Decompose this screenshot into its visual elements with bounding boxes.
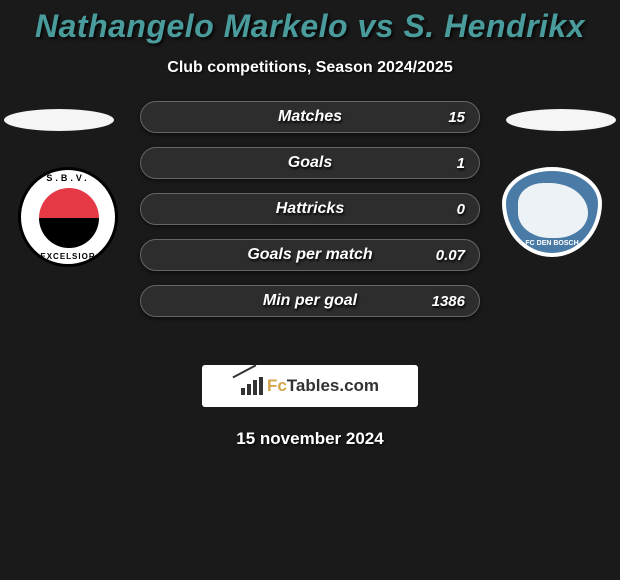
stat-label: Min per goal: [263, 292, 357, 310]
brand-chart-icon: [241, 377, 263, 395]
main-area: S.B.V. EXCELSIOR FC DEN BOSCH Matches 15…: [0, 115, 620, 345]
excelsior-bottom-text: EXCELSIOR: [21, 252, 115, 261]
denbosch-label: FC DEN BOSCH: [506, 240, 598, 247]
club-badge-right: FC DEN BOSCH: [502, 167, 602, 267]
player-avatar-left: [4, 109, 114, 131]
subtitle: Club competitions, Season 2024/2025: [0, 59, 620, 77]
comparison-card: Nathangelo Markelo vs S. Hendrikx Club c…: [0, 0, 620, 449]
stat-row-mpg: Min per goal 1386: [140, 285, 480, 317]
stat-label: Hattricks: [276, 200, 344, 218]
stat-label: Goals: [288, 154, 332, 172]
stats-list: Matches 15 Goals 1 Hattricks 0 Goals per…: [140, 101, 480, 331]
stat-value-right: 0: [457, 201, 465, 218]
page-title: Nathangelo Markelo vs S. Hendrikx: [0, 8, 620, 45]
stat-row-goals: Goals 1: [140, 147, 480, 179]
stat-label: Goals per match: [247, 246, 372, 264]
brand-box[interactable]: FcTables.com: [202, 365, 418, 407]
dragon-icon: [518, 183, 588, 238]
club-badge-left: S.B.V. EXCELSIOR: [18, 167, 118, 267]
stat-row-hattricks: Hattricks 0: [140, 193, 480, 225]
stat-value-right: 1: [457, 155, 465, 172]
stat-row-gpm: Goals per match 0.07: [140, 239, 480, 271]
stat-value-right: 1386: [432, 293, 465, 310]
stat-row-matches: Matches 15: [140, 101, 480, 133]
brand-accent: Fc: [267, 376, 287, 395]
excelsior-badge-icon: S.B.V. EXCELSIOR: [18, 167, 118, 267]
stat-value-right: 15: [448, 109, 465, 126]
denbosch-badge-icon: FC DEN BOSCH: [502, 167, 602, 267]
excelsior-top-text: S.B.V.: [21, 173, 115, 183]
player-avatar-right: [506, 109, 616, 131]
brand-text: FcTables.com: [267, 376, 379, 396]
date-label: 15 november 2024: [0, 429, 620, 449]
stat-label: Matches: [278, 108, 342, 126]
stat-value-right: 0.07: [436, 247, 465, 264]
brand-suffix: Tables.com: [287, 376, 379, 395]
